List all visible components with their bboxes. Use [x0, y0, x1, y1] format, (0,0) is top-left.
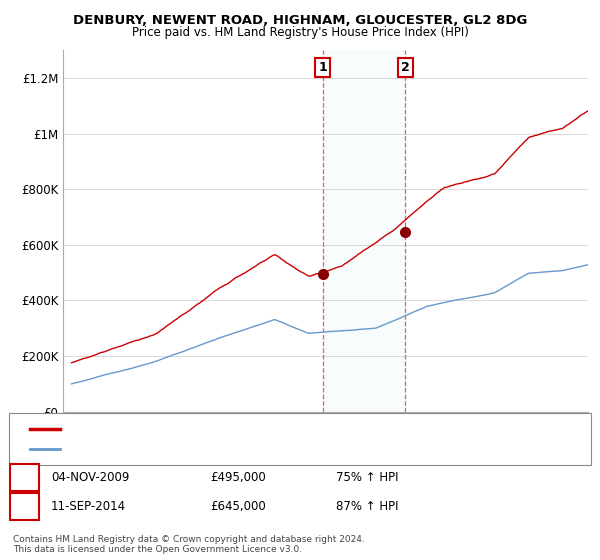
Text: 2: 2	[401, 61, 409, 74]
Text: DENBURY, NEWENT ROAD, HIGHNAM, GLOUCESTER, GL2 8DG (detached house): DENBURY, NEWENT ROAD, HIGHNAM, GLOUCESTE…	[69, 424, 485, 434]
Text: 75% ↑ HPI: 75% ↑ HPI	[336, 470, 398, 484]
Text: £495,000: £495,000	[210, 470, 266, 484]
Text: 04-NOV-2009: 04-NOV-2009	[51, 470, 130, 484]
Text: DENBURY, NEWENT ROAD, HIGHNAM, GLOUCESTER, GL2 8DG: DENBURY, NEWENT ROAD, HIGHNAM, GLOUCESTE…	[73, 14, 527, 27]
Text: £645,000: £645,000	[210, 500, 266, 514]
Text: 1: 1	[20, 470, 29, 484]
Text: 1: 1	[319, 61, 327, 74]
Text: 2: 2	[20, 500, 29, 514]
Text: 11-SEP-2014: 11-SEP-2014	[51, 500, 126, 514]
Bar	[323, 50, 405, 412]
Text: HPI: Average price, detached house, Tewkesbury: HPI: Average price, detached house, Tewk…	[69, 444, 323, 454]
Text: Contains HM Land Registry data © Crown copyright and database right 2024.
This d: Contains HM Land Registry data © Crown c…	[13, 535, 365, 554]
Text: Price paid vs. HM Land Registry's House Price Index (HPI): Price paid vs. HM Land Registry's House …	[131, 26, 469, 39]
Text: 87% ↑ HPI: 87% ↑ HPI	[336, 500, 398, 514]
